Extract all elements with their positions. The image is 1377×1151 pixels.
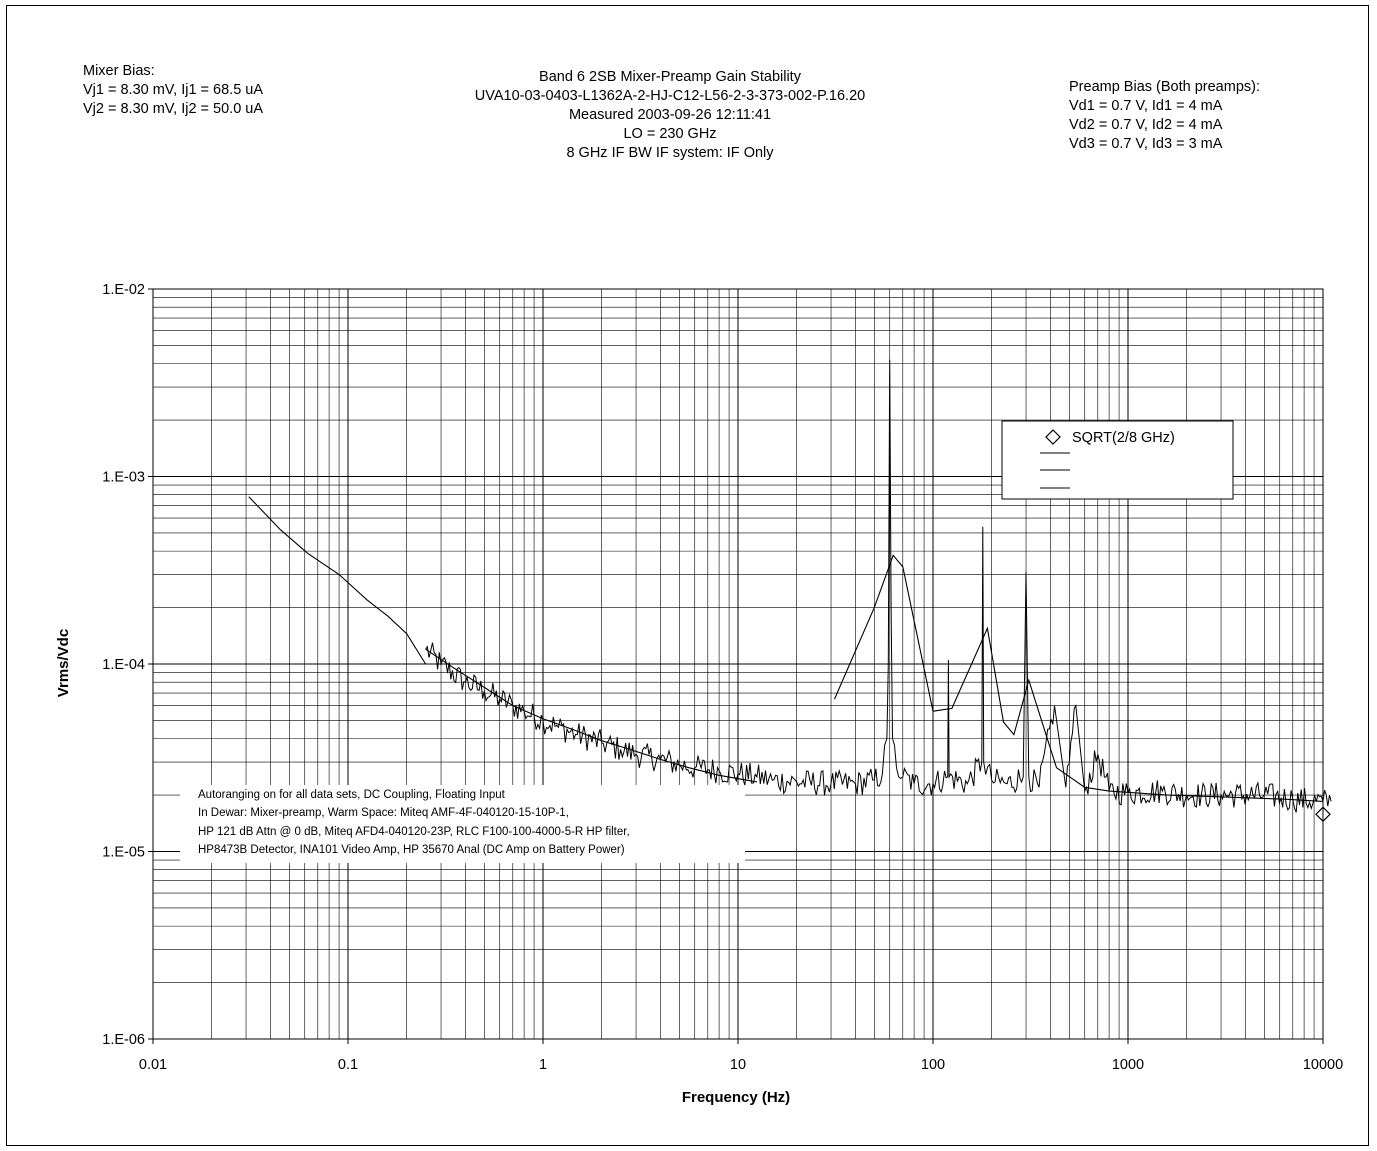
series-line-1 [248,496,427,665]
x-tick-label: 1000 [1112,1057,1144,1073]
title-line1: Band 6 2SB Mixer-Preamp Gain Stability [539,69,801,85]
legend: SQRT(2/8 GHz) [1001,420,1234,500]
preamp-bias-line2: Vd2 = 0.7 V, Id2 = 4 mA [1069,117,1223,133]
mixer-bias-line2: Vj2 = 8.30 mV, Ij2 = 50.0 uA [83,101,264,117]
y-tick-label: 1.E-03 [102,470,145,486]
legend-box [1001,420,1234,500]
x-tick-label: 10 [730,1057,746,1073]
note-line1: Autoranging on for all data sets, DC Cou… [198,789,506,801]
series-line-2 [425,648,757,783]
data-series [248,359,1332,823]
mixer-bias-line1: Vj1 = 8.30 mV, Ij1 = 68.5 uA [83,82,264,98]
title-line2: UVA10-03-0403-L1362A-2-HJ-C12-L56-2-3-37… [474,88,866,104]
notes-background [180,785,745,863]
preamp-bias-line1: Vd1 = 0.7 V, Id1 = 4 mA [1069,98,1223,114]
x-tick-label: 10000 [1303,1057,1343,1073]
grid-lines [148,288,1324,1044]
chart-title-block: Band 6 2SB Mixer-Preamp Gain Stability U… [386,68,954,163]
legend-entry-sqrt: SQRT(2/8 GHz) [1072,430,1175,446]
note-line3: HP 121 dB Attn @ 0 dB, Miteq AFD4-040120… [198,826,630,838]
y-tick-label: 1.E-04 [102,657,145,673]
chart-frame [6,5,1369,1146]
preamp-bias-block: Preamp Bias (Both preamps): Vd1 = 0.7 V,… [1069,78,1260,154]
y-tick-label: 1.E-02 [102,282,145,298]
x-axis-label: Frequency (Hz) [682,1089,790,1106]
notes-box: Autoranging on for all data sets, DC Cou… [180,785,745,863]
x-tick-label: 100 [921,1057,945,1073]
preamp-bias-heading: Preamp Bias (Both preamps): [1069,79,1260,95]
note-line4: HP8473B Detector, INA101 Video Amp, HP 3… [198,844,625,856]
mixer-bias-block: Mixer Bias: Vj1 = 8.30 mV, Ij1 = 68.5 uA… [83,62,263,119]
mixer-bias-heading: Mixer Bias: [83,63,155,79]
title-line5: 8 GHz IF BW IF system: IF Only [566,145,774,161]
x-tick-label: 0.01 [139,1057,167,1073]
noise-spectrum-line [425,359,1332,813]
series-line-3 [833,554,1324,802]
y-tick-label: 1.E-06 [102,1032,145,1048]
title-line4: LO = 230 GHz [623,126,717,142]
legend-diamond-icon [1045,429,1061,445]
y-tick-label: 1.E-05 [102,845,145,861]
title-line3: Measured 2003-09-26 12:11:41 [568,107,772,123]
tick-labels: 0.01 0.1 1 10 100 1000 10000 1.E-06 1.E-05 1.E-04… [102,282,1343,1073]
note-line2: In Dewar: Mixer-preamp, Warm Space: Mite… [198,807,569,819]
y-axis-label: Vrms/Vdc [55,629,72,697]
sqrt-marker [1315,806,1331,823]
x-tick-label: 1 [539,1057,547,1073]
preamp-bias-line3: Vd3 = 0.7 V, Id3 = 3 mA [1069,136,1223,152]
x-tick-label: 0.1 [338,1057,358,1073]
